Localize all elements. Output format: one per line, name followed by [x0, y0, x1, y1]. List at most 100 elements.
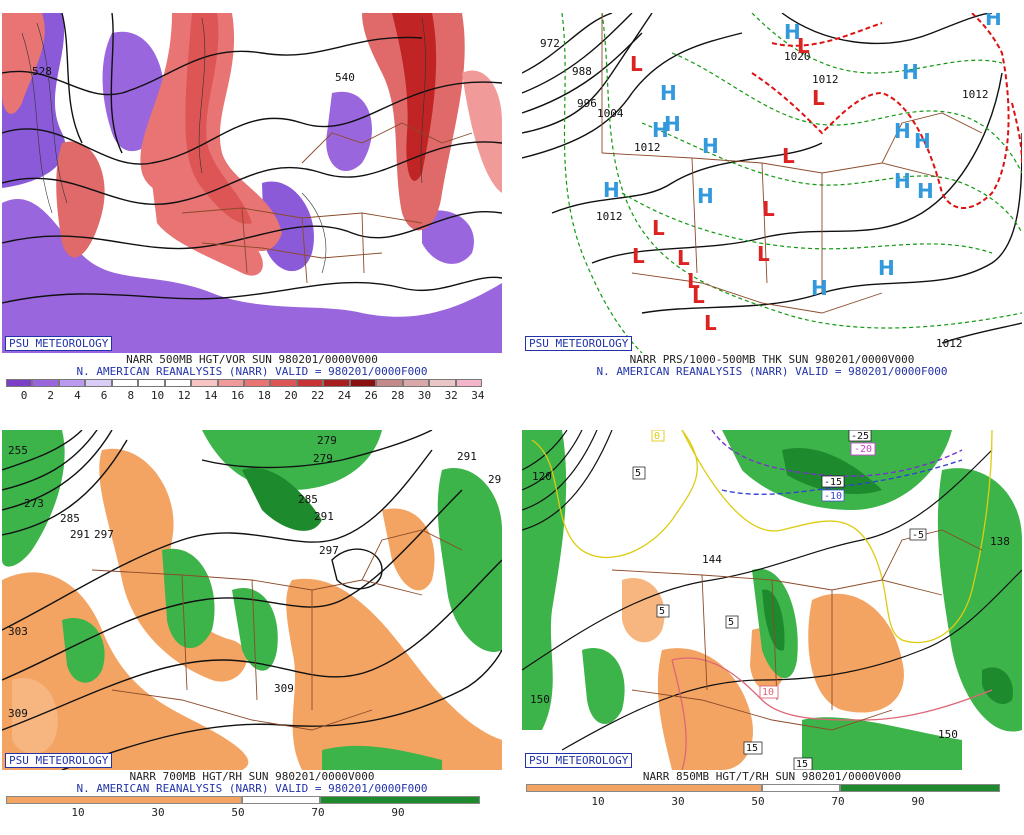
isobar-label: 1012	[812, 73, 839, 86]
scale-swatch	[376, 379, 403, 387]
scale-tick-label: 34	[471, 389, 485, 402]
isobar-label: 1004	[597, 107, 624, 120]
high-pressure-symbol: H	[894, 169, 911, 193]
scale-swatch	[242, 796, 320, 804]
high-pressure-symbol: H	[878, 256, 895, 280]
scale-tick-label: 70	[831, 795, 845, 808]
height-label: 144	[702, 553, 722, 566]
scale-tick-label: 6	[100, 389, 108, 402]
vorticity-color-scale	[2, 379, 502, 387]
height-label: 279	[317, 434, 337, 447]
height-label: 309	[274, 682, 294, 695]
high-pressure-symbol: H	[811, 276, 828, 300]
high-pressure-symbol: H	[652, 118, 669, 142]
temp-label: 5	[635, 468, 641, 479]
scale-tick-label: 0	[20, 389, 28, 402]
scale-swatch	[85, 379, 112, 387]
temp-label: 5	[659, 606, 665, 617]
temp-label: -25	[851, 431, 869, 442]
scale-swatch	[349, 379, 377, 387]
scale-tick-label: 30	[151, 806, 165, 819]
rh-scale-ticks: 10 30 50 70 90	[522, 795, 1022, 808]
high-pressure-symbol: H	[702, 134, 719, 158]
scale-swatch	[6, 796, 242, 804]
temp-label: 0	[654, 431, 660, 442]
height-label: 291	[314, 510, 334, 523]
scale-tick-label: 2	[47, 389, 54, 402]
rh-scale-ticks: 10 30 50 70 90	[2, 806, 502, 819]
psu-badge: PSU METEOROLOGY	[5, 336, 113, 351]
scale-swatch	[111, 379, 139, 387]
scale-tick-label: 10	[591, 795, 605, 808]
low-pressure-symbol: L	[687, 269, 700, 293]
title-line: NARR 850MB HGT/T/RH SUN 980201/0000V000	[642, 770, 902, 783]
scale-tick-label: 18	[257, 389, 271, 402]
height-label: 303	[8, 625, 28, 638]
scale-swatch	[320, 796, 480, 804]
scale-tick-label: 70	[311, 806, 325, 819]
scale-swatch	[138, 379, 165, 387]
height-label: 273	[24, 497, 44, 510]
low-pressure-symbol: L	[762, 197, 775, 221]
panel-850mb-temp: -25 -20 -15 -10 -5 0 5 5 5 10	[522, 430, 1022, 835]
scale-tick-label: 10	[150, 389, 165, 402]
scale-tick-label: 16	[230, 389, 245, 402]
scale-swatch	[762, 784, 840, 792]
high-pressure-symbol: H	[914, 129, 931, 153]
psu-badge: PSU METEOROLOGY	[5, 753, 113, 768]
low-pressure-symbol: L	[630, 52, 643, 76]
isobar-label: 988	[572, 65, 592, 78]
isobar-label: 1012	[596, 210, 623, 223]
rh-color-scale	[2, 796, 502, 804]
height-label: 150	[530, 693, 550, 706]
temp-label: -20	[854, 444, 872, 455]
height-label: 297	[319, 544, 339, 557]
temp-label: 10	[762, 687, 774, 698]
temp-label: -10	[824, 491, 842, 502]
temp-label: 15	[796, 759, 808, 770]
scale-tick-label: 8	[127, 389, 135, 402]
scale-tick-label: 50	[751, 795, 765, 808]
isobar-label: 996	[577, 97, 597, 110]
temp-label: -5	[912, 530, 924, 541]
scale-tick-label: 28	[391, 389, 405, 402]
panel-pressure-thickness: 972 988 996 1004 1012 1020 1012 1012 101…	[522, 13, 1022, 418]
scale-tick-label: 24	[337, 389, 352, 402]
pressure-map: 972 988 996 1004 1012 1020 1012 1012 101…	[522, 13, 1022, 353]
valid-line: N. AMERICAN REANALYSIS (NARR) VALID = 98…	[596, 365, 948, 378]
contour-label: 528	[32, 65, 52, 78]
low-pressure-symbol: L	[782, 144, 795, 168]
height-label: 285	[298, 493, 318, 506]
scale-tick-label: 22	[311, 389, 325, 402]
high-pressure-symbol: H	[985, 13, 1002, 30]
scale-swatch	[244, 379, 271, 387]
height-label: 297	[94, 528, 114, 541]
height-label: 291	[70, 528, 90, 541]
isobar-label: 1012	[634, 141, 661, 154]
isobar-label: 972	[540, 37, 560, 50]
scale-swatch	[270, 379, 297, 387]
scale-swatch	[429, 379, 456, 387]
psu-badge: PSU METEOROLOGY	[525, 753, 633, 768]
isobar-label: 1012	[936, 337, 963, 350]
low-pressure-symbol: L	[757, 242, 770, 266]
height-label: 285	[60, 512, 80, 525]
valid-line: N. AMERICAN REANALYSIS (NARR) VALID = 98…	[76, 365, 428, 378]
height-label: 309	[8, 707, 28, 720]
panel-500mb-vorticity: 528 540 PSU METEOROLOGY NARR 500MB HGT/V…	[2, 13, 502, 418]
isobar-label: 1012	[962, 88, 989, 101]
low-pressure-symbol: L	[652, 216, 665, 240]
high-pressure-symbol: H	[664, 112, 681, 136]
low-pressure-symbol: L	[632, 244, 645, 268]
rh700-map: 255 273 285 291 297 279 279 285 291 297 …	[2, 430, 502, 770]
height-label: 255	[8, 444, 28, 457]
rh-color-scale	[522, 784, 1022, 792]
scale-tick-label: 90	[911, 795, 925, 808]
scale-swatch	[164, 379, 192, 387]
scale-tick-label: 90	[391, 806, 405, 819]
psu-badge: PSU METEOROLOGY	[525, 336, 633, 351]
scale-swatch	[6, 379, 33, 387]
scale-swatch	[526, 784, 762, 792]
scale-tick-label: 26	[364, 389, 378, 402]
scale-swatch	[402, 379, 430, 387]
